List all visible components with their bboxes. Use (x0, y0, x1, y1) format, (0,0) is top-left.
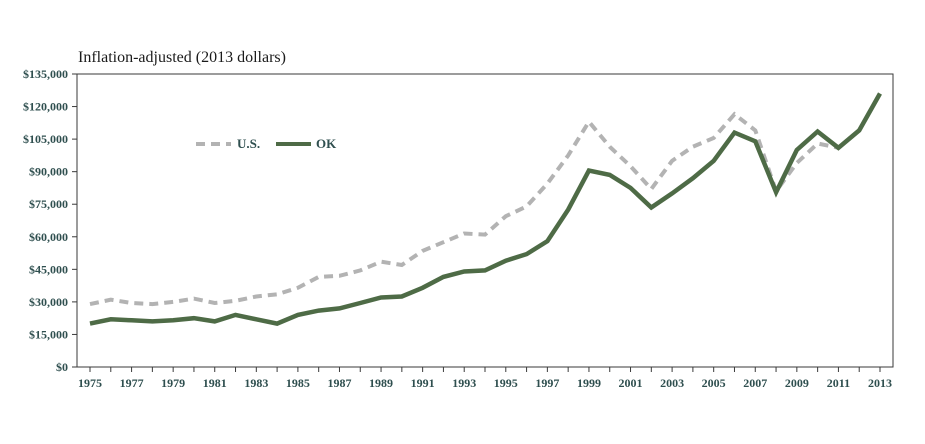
legend: U.S. OK (196, 136, 337, 151)
x-tick-label: 1983 (244, 376, 268, 390)
x-tick-label: 1975 (78, 376, 102, 390)
x-tick-label: 1981 (203, 376, 227, 390)
legend-label: U.S. (237, 136, 260, 151)
x-tick-label: 1991 (411, 376, 435, 390)
x-tick-label: 1979 (161, 376, 185, 390)
x-tick-label: 1985 (286, 376, 310, 390)
y-tick-label: $90,000 (29, 165, 68, 179)
x-tick-label: 1999 (577, 376, 601, 390)
x-axis-ticks: 1975 1977 1979 1981 1983 1985 1987 1989 1991 1993… (78, 367, 892, 390)
y-tick-label: $135,000 (23, 67, 68, 81)
y-tick-label: $45,000 (29, 262, 68, 276)
x-tick-label: 2003 (660, 376, 684, 390)
x-tick-label: 1989 (369, 376, 393, 390)
plot-area-frame (76, 73, 894, 368)
x-tick-label: 1995 (494, 376, 518, 390)
y-tick-label: $75,000 (29, 197, 68, 211)
x-tick-label: 2005 (702, 376, 726, 390)
y-tick-label: $105,000 (23, 132, 68, 146)
x-tick-label: 1987 (327, 376, 351, 390)
x-tick-label: 2009 (785, 376, 809, 390)
y-tick-label: $120,000 (23, 100, 68, 114)
y-tick-label: $30,000 (29, 295, 68, 309)
x-tick-label: 2013 (868, 376, 892, 390)
y-tick-label: $60,000 (29, 230, 68, 244)
series-line-ok (89, 92, 882, 326)
x-tick-label: 2007 (743, 376, 767, 390)
x-tick-label: 2001 (619, 376, 643, 390)
y-tick-label: $15,000 (29, 327, 68, 341)
x-tick-label: 1993 (452, 376, 476, 390)
series-line-us (89, 92, 882, 307)
y-tick-label: $0 (56, 360, 68, 374)
x-tick-label: 2011 (827, 376, 850, 390)
y-axis-ticks: $0 $15,000 $30,000 $45,000 $60,000 $75,000 $90… (23, 67, 77, 374)
legend-label: OK (316, 136, 337, 151)
series-layer (89, 92, 882, 326)
x-tick-label: 1997 (535, 376, 559, 390)
x-tick-label: 1977 (120, 376, 144, 390)
chart-subtitle: Inflation-adjusted (2013 dollars) (78, 49, 286, 66)
